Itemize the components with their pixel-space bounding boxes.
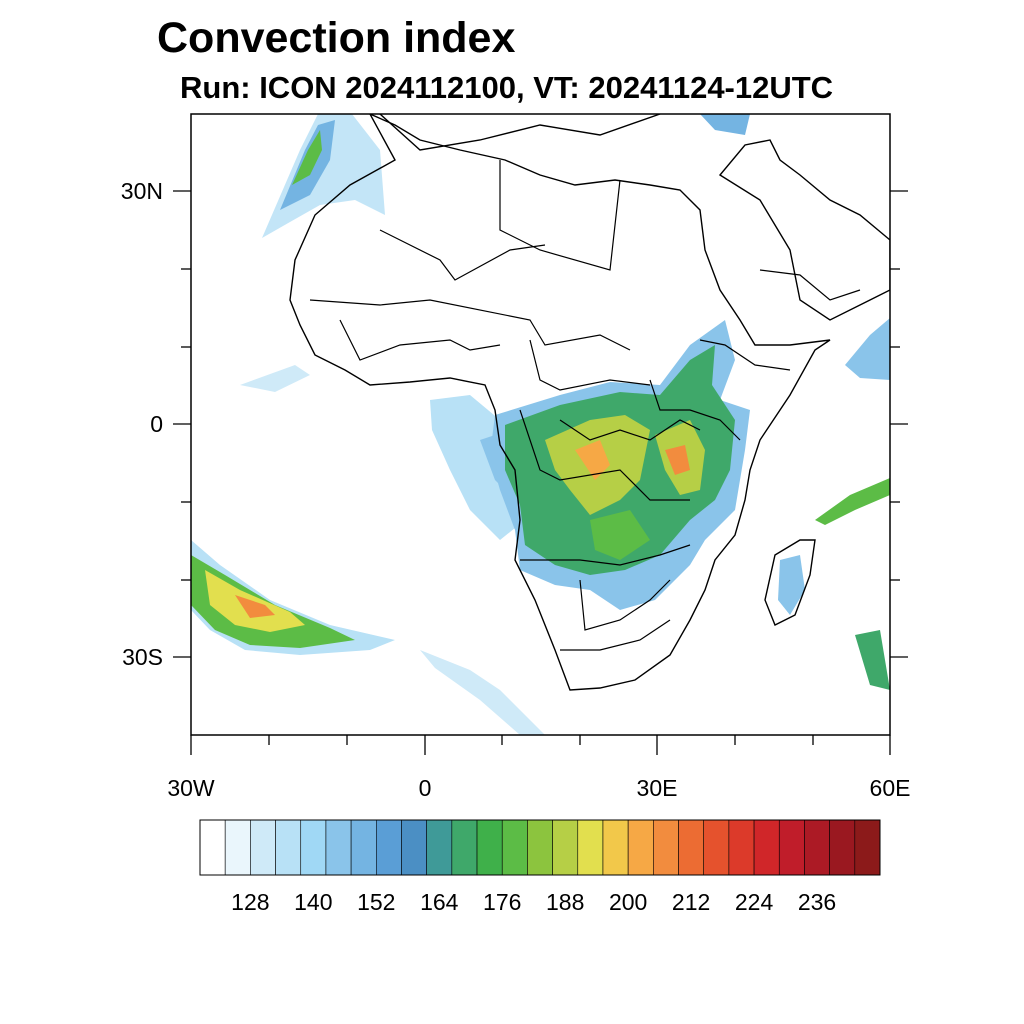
border-east-1	[649, 379, 741, 441]
colorbar-cell	[199, 819, 226, 876]
country-borders	[309, 160, 861, 651]
colorbar-label: 152	[357, 889, 396, 915]
colorbar-cell	[602, 819, 629, 876]
field-south-atlantic-green	[191, 555, 355, 648]
colorbar-cell	[728, 819, 755, 876]
colorbar-label: 212	[671, 889, 711, 915]
colorbar-cell	[451, 819, 478, 876]
colorbar-cell	[778, 819, 805, 876]
colorbar-cell	[476, 819, 503, 876]
colorbar-cell	[552, 819, 579, 876]
field-south-atlantic-orange	[235, 595, 275, 618]
field-central-africa-orange	[575, 440, 610, 480]
border-sahel	[309, 299, 631, 351]
colorbar-label: 188	[545, 889, 585, 915]
field-north-atlantic-inner	[292, 130, 322, 185]
tick-marks	[173, 190, 908, 755]
colorbar-cell	[350, 819, 377, 876]
madagascar-coastline	[764, 539, 816, 626]
colorbar-cell	[753, 819, 780, 876]
colorbar-cell	[501, 819, 528, 876]
colorbar-cell	[804, 819, 830, 876]
colorbar-cell	[224, 819, 251, 876]
colorbar-cell	[854, 819, 881, 876]
border-south-3	[560, 619, 671, 651]
lat-label-0: 0	[150, 411, 163, 437]
field-south-congo	[590, 510, 650, 560]
colorbar-cell	[250, 819, 276, 876]
lon-label-0: 0	[418, 775, 432, 801]
field-south-atlantic-yellow	[205, 570, 305, 632]
map-title: Convection index	[157, 14, 516, 62]
field-east-africa-orange	[665, 445, 690, 475]
border-south-1	[520, 544, 691, 566]
africa-coastline	[289, 114, 831, 691]
colorbar-cell	[375, 819, 402, 876]
field-mediterranean	[700, 114, 750, 135]
field-indian-ocean-band	[815, 478, 890, 525]
colorbar-cell	[426, 819, 453, 876]
arabia-coastline	[718, 139, 890, 321]
lat-label-30n: 30N	[120, 178, 163, 204]
field-east-indian-south	[855, 630, 890, 690]
colorbar-label: 200	[608, 889, 648, 915]
border-horn	[699, 339, 791, 371]
colorbar-cell	[275, 819, 302, 876]
colorbar-label: 224	[734, 889, 774, 915]
colorbar-label: 140	[294, 889, 333, 915]
colorbar-cell	[829, 819, 856, 876]
field-east-indian	[845, 318, 890, 380]
colorbar-frame	[199, 819, 881, 876]
colorbar-label: 164	[420, 889, 459, 915]
colorbar-label: 128	[231, 889, 270, 915]
border-central-2	[519, 409, 690, 501]
colorbar-cell	[577, 819, 604, 876]
europe-coastline	[379, 114, 661, 151]
colorbar-cell	[703, 819, 730, 876]
field-west-atlantic	[240, 365, 310, 392]
border-west	[339, 319, 501, 361]
colorbar-cell	[527, 819, 553, 876]
field-north-atlantic	[262, 114, 385, 238]
convection-field	[191, 114, 890, 735]
lat-label-30s: 30S	[122, 644, 163, 670]
coastlines	[289, 114, 890, 691]
border-north-2	[379, 229, 546, 281]
field-madagascar	[778, 555, 805, 615]
colorbar-cell	[653, 819, 679, 876]
colorbar-cell	[678, 819, 705, 876]
field-south-trail	[420, 650, 545, 735]
border-arabia	[759, 269, 861, 301]
colorbar-label: 176	[483, 889, 522, 915]
colorbar-cell	[325, 819, 352, 876]
colorbar-label: 236	[797, 889, 837, 915]
colorbar-cell	[627, 819, 654, 876]
colorbar-cell	[401, 819, 427, 876]
lon-label-60e: 60E	[869, 775, 911, 801]
colorbar-cells	[199, 819, 881, 876]
border-central-1	[529, 339, 651, 391]
colorbar-cell	[300, 819, 327, 876]
border-north-1	[499, 160, 621, 271]
lon-label-30w: 30W	[167, 775, 215, 801]
border-central-3	[559, 419, 701, 441]
border-south-2	[579, 579, 671, 631]
map-subtitle: Run: ICON 2024112100, VT: 20241124-12UTC	[180, 70, 834, 105]
lon-label-30e: 30E	[636, 775, 678, 801]
